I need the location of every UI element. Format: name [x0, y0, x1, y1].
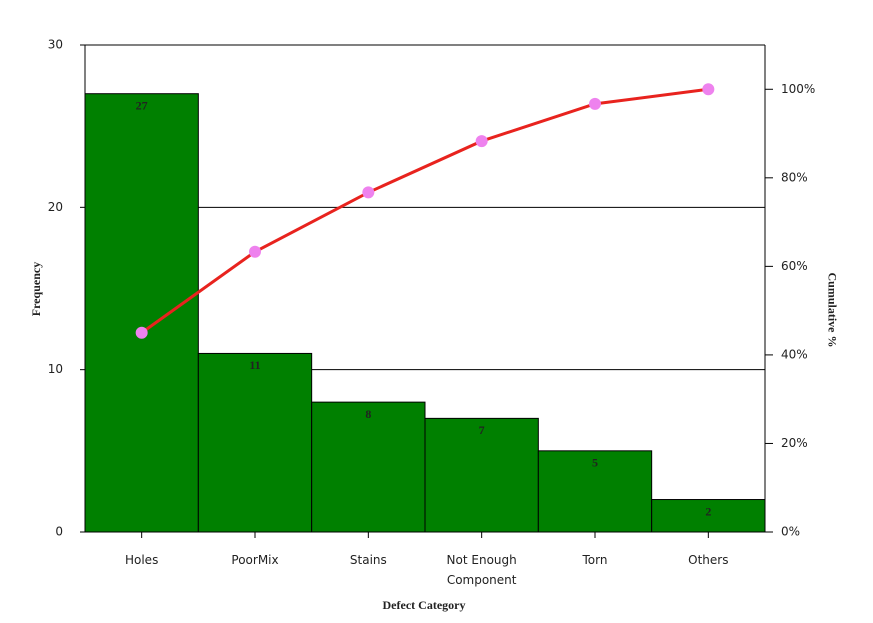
- value-label: 7: [479, 423, 485, 437]
- cumulative-marker: [589, 97, 601, 110]
- y-tick-label: 20: [48, 200, 63, 214]
- bar: [311, 401, 426, 533]
- cumulative-line: [140, 87, 709, 334]
- y2-tick-label: 40%: [781, 347, 808, 361]
- bar: [651, 499, 766, 533]
- y2-axis-title: Cumulative %: [825, 273, 839, 348]
- cumulative-marker: [249, 245, 261, 258]
- y2-tick-label: 20%: [781, 436, 808, 450]
- x-tick-label: Stains: [349, 553, 387, 567]
- cumulative-marker: [362, 186, 375, 199]
- y-tick-label: 30: [48, 38, 63, 52]
- value-label: 5: [592, 456, 598, 470]
- cumulative-marker: [135, 326, 148, 339]
- cumulative-marker: [702, 83, 715, 96]
- x-axis-title: Defect Category: [383, 598, 466, 612]
- y-tick-label: 10: [48, 362, 63, 376]
- value-label: 11: [249, 358, 260, 372]
- y-tick-label: 0: [55, 525, 63, 539]
- y2-tick-label: 60%: [781, 259, 808, 273]
- y2-tick-label: 80%: [781, 170, 808, 184]
- x-tick-label: Torn: [582, 553, 608, 567]
- y2-tick-label: 100%: [781, 82, 815, 96]
- value-label: 2: [705, 504, 711, 518]
- x-tick-label: Not Enough Component: [446, 553, 517, 587]
- y2-tick-label: 0%: [781, 525, 800, 539]
- x-tick-label: Holes: [124, 553, 159, 567]
- bar: [197, 352, 313, 533]
- x-tick-label: PoorMix: [231, 553, 279, 567]
- x-tick-label: Others: [688, 553, 729, 567]
- y-axis-title: Frequency: [29, 262, 43, 316]
- cumulative-marker: [475, 135, 488, 148]
- value-label: 8: [365, 407, 371, 421]
- value-label: 27: [136, 98, 148, 112]
- bar: [424, 417, 539, 533]
- bar: [84, 93, 199, 533]
- bars: [84, 93, 766, 533]
